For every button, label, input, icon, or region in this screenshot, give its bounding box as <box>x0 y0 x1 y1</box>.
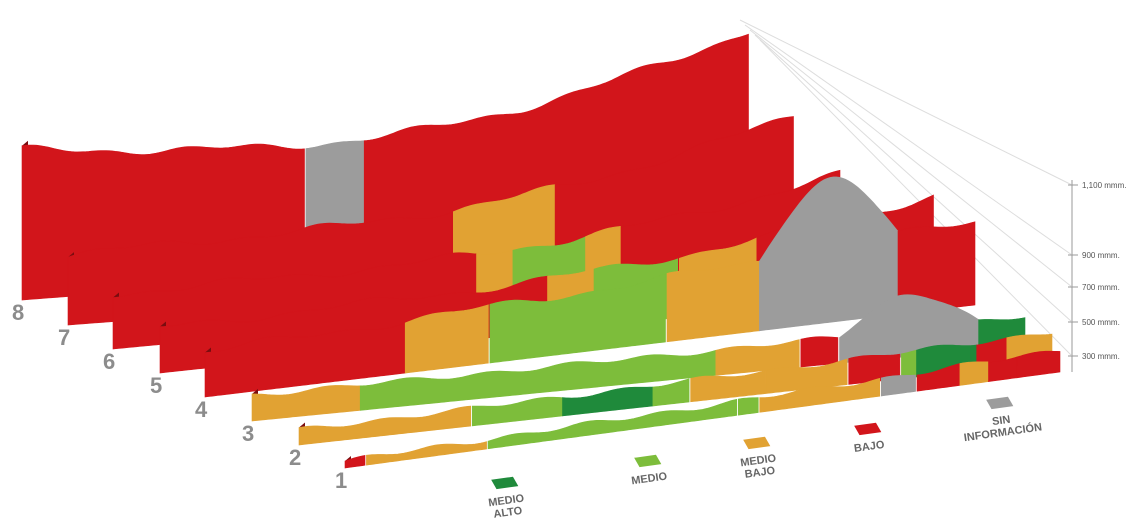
legend-label: BAJO <box>744 465 776 481</box>
legend-swatch <box>986 396 1014 410</box>
row-label: 6 <box>103 349 115 374</box>
guide-line <box>759 39 1073 357</box>
guide-lines <box>739 19 1078 372</box>
legend-label: MEDIO <box>631 470 669 487</box>
axis-label: 700 mmm. <box>1082 283 1120 292</box>
ribbon-segment <box>251 385 361 422</box>
axis-label: 500 mmm. <box>1082 318 1120 327</box>
ribbon-segment <box>298 405 472 446</box>
row-label: 8 <box>12 300 24 325</box>
legend-swatch <box>854 422 882 436</box>
guide-line <box>754 34 1073 323</box>
ribbon-segment <box>562 386 654 417</box>
legend-swatch <box>743 436 771 450</box>
ribbon-segment <box>489 273 666 364</box>
legend-label: SIN <box>991 414 1011 428</box>
legend-label: ALTO <box>493 505 524 521</box>
row-label: 1 <box>335 468 347 493</box>
ribbon-segment <box>487 398 738 450</box>
row-label: 2 <box>289 445 301 470</box>
legend-label: MEDIO <box>740 452 778 469</box>
guide-line <box>749 29 1073 288</box>
row-label: 3 <box>242 421 254 446</box>
legend-item: MEDIO <box>631 454 669 487</box>
ribbon-segment <box>366 441 487 466</box>
legend-item: BAJO <box>853 422 886 455</box>
guide-line <box>739 19 1073 186</box>
legend-label: MEDIO <box>488 492 526 509</box>
row-label: 5 <box>150 373 162 398</box>
ribbon-segment <box>652 378 690 407</box>
ribbon-segment <box>880 374 916 397</box>
row-label: 4 <box>195 397 208 422</box>
ribbons <box>21 33 1061 469</box>
row-label: 7 <box>58 325 70 350</box>
ribbon-segment <box>800 336 839 368</box>
ribbon-segment <box>471 396 563 427</box>
axis-label: 1,100 mmm. <box>1082 181 1126 190</box>
ribbon-segment <box>901 349 917 379</box>
ribbon-segment <box>404 304 489 374</box>
ribbon-segment <box>344 455 366 469</box>
ribbon-segment <box>666 260 760 343</box>
ribbon-segment <box>759 377 881 413</box>
legend-label: BAJO <box>853 439 885 455</box>
ribbon-segment <box>1016 350 1061 379</box>
guide-line <box>744 24 1073 256</box>
ribbon-segment <box>765 358 848 394</box>
legend-swatch <box>634 454 662 468</box>
axis-label: 900 mmm. <box>1082 251 1120 260</box>
ribbon-segment <box>959 361 989 386</box>
legend-swatch <box>491 476 519 490</box>
ribbon-segment <box>737 397 759 416</box>
axis-label: 300 mmm. <box>1082 352 1120 361</box>
